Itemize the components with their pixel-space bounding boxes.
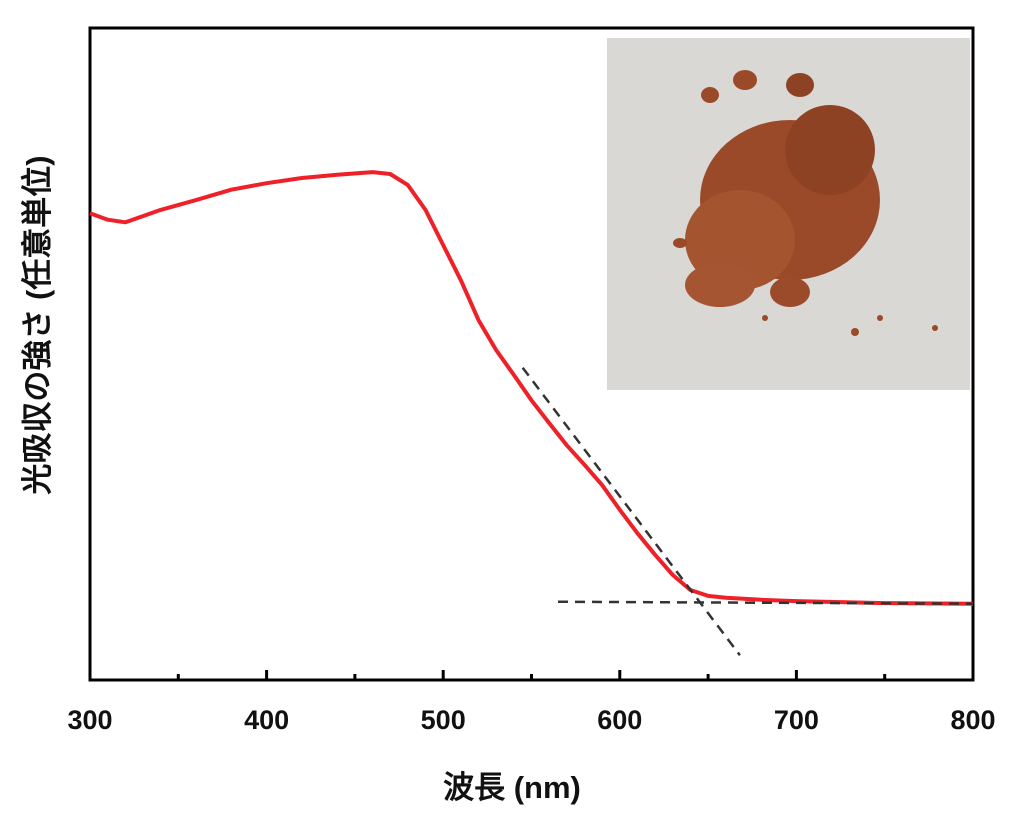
inset-photo	[607, 38, 970, 390]
x-axis-title: 波長 (nm)	[443, 770, 581, 805]
tangent-line	[557, 600, 974, 605]
x-tick-label: 700	[774, 705, 819, 735]
spectrum-line	[89, 170, 974, 606]
x-tick-label: 500	[421, 705, 466, 735]
tangent-line	[521, 366, 741, 656]
x-tick-label: 800	[950, 705, 995, 735]
x-tick-label: 400	[244, 705, 289, 735]
x-tick-label: 300	[67, 705, 112, 735]
x-tick-label: 600	[597, 705, 642, 735]
y-axis-title: 光吸収の強さ (任意単位)	[20, 155, 55, 494]
